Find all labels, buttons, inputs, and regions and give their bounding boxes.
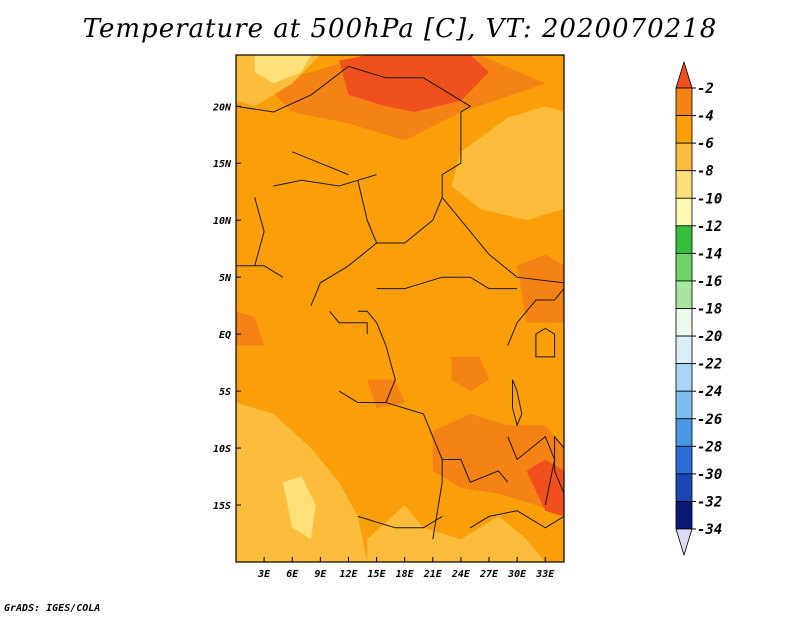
y-tick-label-2: 10N <box>213 216 232 227</box>
temperature-region-14 <box>236 311 265 346</box>
colorbar-swatch-6 <box>675 252 693 282</box>
country-border-15 <box>507 288 565 346</box>
temperature-region-13 <box>517 254 564 323</box>
temperature-region-7 <box>282 476 316 540</box>
country-border-14 <box>507 435 556 506</box>
x-axis: 3E 6E 9E 12E 15E 18E 21E 24E 27E 30E 33E <box>257 557 555 580</box>
country-border-16 <box>329 310 368 335</box>
country-border-4 <box>273 174 377 187</box>
country-border-0 <box>235 66 349 113</box>
colorbar-label-14: -30 <box>697 467 722 483</box>
colorbar-label-8: -18 <box>697 302 722 318</box>
colorbar-label-3: -8 <box>697 164 714 180</box>
colorbar-label-12: -26 <box>697 412 722 428</box>
colorbar-swatch-7 <box>675 280 693 309</box>
country-border-8 <box>376 276 518 290</box>
x-tick-label-3: 12E <box>339 569 358 580</box>
colorbar-swatch-14 <box>675 473 693 502</box>
colorbar-swatch-0 <box>675 87 693 116</box>
colorbar-label-11: -24 <box>697 384 722 400</box>
temperature-region-8 <box>367 505 546 562</box>
chart-title: Temperature at 500hPa [C], VT: 202007021… <box>82 14 718 44</box>
y-tick-label-6: 10S <box>213 444 231 455</box>
temperature-region-4 <box>254 55 311 84</box>
colorbar-swatch-8 <box>675 308 693 337</box>
x-tick-label-4: 15E <box>368 569 387 580</box>
temperature-region-12 <box>367 379 405 409</box>
grads-credit: GrADS: IGES/COLA <box>4 603 101 614</box>
lake-outline-1 <box>535 327 556 358</box>
x-tick-label-5: 18E <box>396 569 415 580</box>
x-tick-label-0: 3E <box>257 569 271 580</box>
colorbar-swatch-2 <box>675 142 693 172</box>
colorbar-label-6: -14 <box>697 246 722 262</box>
colorbar-swatch-9 <box>675 335 693 365</box>
country-border-7 <box>236 265 284 278</box>
country-border-3 <box>441 197 565 284</box>
x-tick-label-10: 33E <box>535 569 555 580</box>
temperature-region-10 <box>526 459 564 517</box>
colorbar-legend: -2 -4 -6 -8 -10 -12 -14 -16 -18 -20 -22 -24 -26 -28 -3… <box>675 60 722 557</box>
colorbar-label-7: -16 <box>697 274 722 290</box>
colorbar-bottom-triangle <box>675 528 693 557</box>
country-border-13 <box>470 510 565 529</box>
temperature-region-2 <box>339 55 489 112</box>
colorbar-label-2: -6 <box>697 136 714 152</box>
y-tick-label-7: 15S <box>213 501 231 512</box>
colorbar-swatch-4 <box>675 197 693 227</box>
country-border-17 <box>254 197 265 266</box>
colorbar-label-16: -34 <box>697 522 722 538</box>
colorbar-swatch-5 <box>675 225 693 254</box>
lake-outline-0 <box>512 379 523 427</box>
country-border-6 <box>310 242 377 306</box>
y-tick-label-1: 15N <box>213 159 232 170</box>
colorbar-swatch-1 <box>675 115 693 144</box>
y-tick-label-5: 5S <box>219 387 231 398</box>
y-axis: 20N 15N 10N 5N EQ 5S 10S 15S <box>212 102 241 512</box>
colorbar-label-0: -2 <box>697 81 714 97</box>
y-tick-label-3: 5N <box>219 273 232 284</box>
x-tick-label-2: 9E <box>314 569 327 580</box>
x-tick-label-9: 30E <box>507 569 527 580</box>
colorbar-top-triangle <box>675 60 693 89</box>
country-border-2 <box>441 112 462 198</box>
x-tick-label-1: 6E <box>286 569 299 580</box>
colorbar-label-15: -32 <box>697 494 722 510</box>
colorbar-swatch-15 <box>675 501 693 530</box>
country-border-5 <box>357 180 443 244</box>
x-tick-label-7: 24E <box>451 569 471 580</box>
colorbar-swatch-11 <box>675 390 693 420</box>
colorbar-swatch-13 <box>675 445 693 475</box>
country-border-18 <box>292 151 349 176</box>
x-tick-label-6: 21E <box>423 569 443 580</box>
plot-frame <box>235 54 565 563</box>
country-border-11 <box>357 515 443 529</box>
temperature-region-11 <box>451 356 489 392</box>
country-border-12 <box>432 459 443 540</box>
colorbar-label-13: -28 <box>697 439 722 455</box>
colorbar-label-5: -12 <box>697 219 722 235</box>
colorbar-label-10: -22 <box>697 357 722 373</box>
temperature-field <box>236 55 564 562</box>
country-borders <box>235 65 565 540</box>
y-tick-label-0: 20N <box>212 102 232 113</box>
country-border-1 <box>348 65 472 113</box>
temperature-region-9 <box>432 413 564 517</box>
colorbar-label-4: -10 <box>697 191 722 207</box>
colorbar-swatch-12 <box>675 418 693 447</box>
colorbar-label-1: -4 <box>697 109 714 125</box>
colorbar-swatch-3 <box>675 170 693 199</box>
colorbar-label-9: -20 <box>697 329 722 345</box>
x-tick-label-8: 27E <box>479 569 499 580</box>
temperature-region-5 <box>451 106 564 221</box>
y-tick-label-4: EQ <box>219 330 231 341</box>
colorbar-swatch-10 <box>675 363 693 392</box>
